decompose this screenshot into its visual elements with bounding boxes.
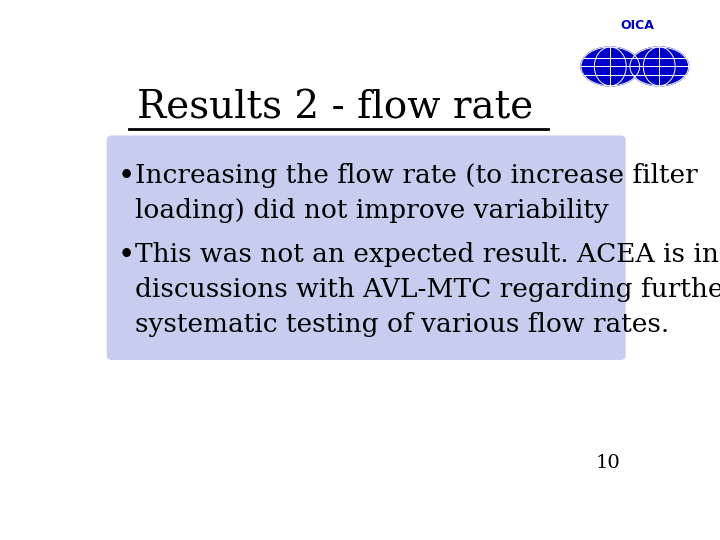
Text: loading) did not improve variability: loading) did not improve variability — [135, 198, 608, 223]
Text: •: • — [118, 241, 135, 269]
Text: 10: 10 — [595, 454, 620, 472]
Text: Results 2 - flow rate: Results 2 - flow rate — [138, 90, 534, 127]
Text: •: • — [118, 163, 135, 191]
Text: discussions with AVL-MTC regarding further: discussions with AVL-MTC regarding furth… — [135, 277, 720, 302]
FancyBboxPatch shape — [107, 136, 626, 360]
Circle shape — [581, 47, 639, 86]
Text: Increasing the flow rate (to increase filter: Increasing the flow rate (to increase fi… — [135, 163, 698, 187]
Text: systematic testing of various flow rates.: systematic testing of various flow rates… — [135, 312, 669, 337]
Text: OICA: OICA — [620, 19, 654, 32]
Circle shape — [630, 47, 688, 86]
Text: This was not an expected result. ACEA is in: This was not an expected result. ACEA is… — [135, 241, 719, 267]
